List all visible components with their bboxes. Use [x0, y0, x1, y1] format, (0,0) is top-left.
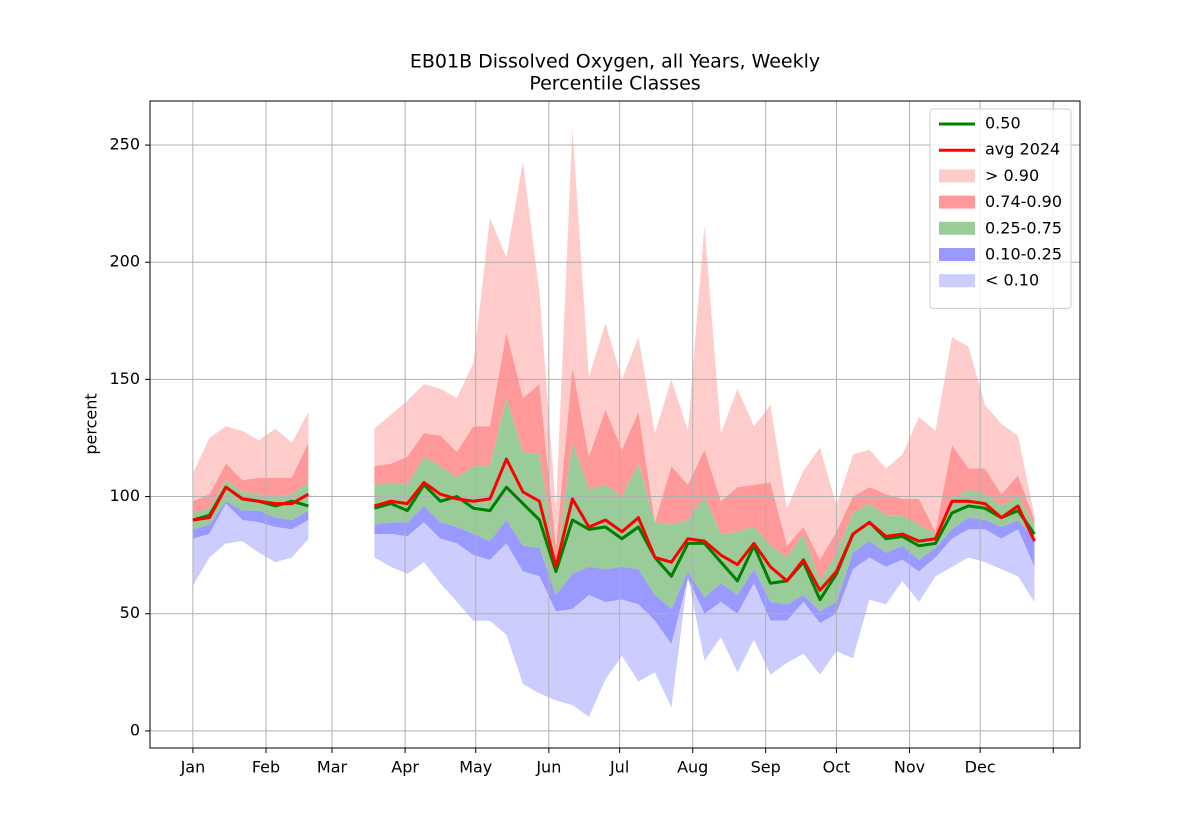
- x-tick-label: Aug: [677, 758, 708, 777]
- legend-label: avg 2024: [985, 140, 1060, 159]
- y-tick-label: 50: [120, 603, 140, 622]
- legend-label: 0.10-0.25: [985, 245, 1062, 264]
- y-axis-label: percent: [82, 393, 101, 454]
- x-tick-label: Dec: [965, 758, 996, 777]
- legend-swatch: [939, 248, 975, 261]
- plot-frame: [149, 100, 1081, 749]
- legend-swatch: [939, 169, 975, 183]
- y-tick-label: 200: [109, 252, 140, 271]
- chart-subtitle: Percentile Classes: [529, 73, 700, 95]
- legend-swatch: [939, 221, 975, 235]
- percentile-band: [192, 398, 1035, 612]
- x-tick-label: Jul: [609, 758, 629, 777]
- x-tick-label: Apr: [391, 758, 419, 777]
- y-tick-label: 100: [109, 486, 140, 505]
- legend-label: > 0.90: [985, 166, 1039, 185]
- x-tick-label: Nov: [894, 758, 925, 777]
- legend-label: 0.74-0.90: [985, 192, 1062, 211]
- x-tick-label: Jan: [180, 758, 206, 777]
- percentile-band: [192, 501, 1035, 645]
- series-line: [192, 457, 1036, 592]
- percentile-band: [192, 128, 1035, 560]
- legend-swatch: [939, 274, 975, 288]
- x-tick-label: Mar: [317, 758, 348, 777]
- y-tick-label: 150: [109, 369, 140, 388]
- x-tick-label: May: [459, 758, 492, 777]
- legend-swatch: [939, 195, 975, 209]
- y-tick-label: 250: [109, 135, 140, 154]
- percentile-band: [192, 503, 1035, 717]
- legend: 0.50 avg 2024 > 0.90 0.74-0.90 0.25-0.75 0.10…: [929, 108, 1072, 309]
- chart-title: EB01B Dissolved Oxygen, all Years, Weekl…: [410, 51, 820, 73]
- percentile-band: [192, 332, 1035, 581]
- legend-label: 0.50: [985, 114, 1021, 133]
- legend-label: < 0.10: [985, 271, 1039, 290]
- x-tick-label: Oct: [823, 758, 851, 777]
- x-tick-label: Jun: [535, 758, 561, 777]
- x-tick-label: Sep: [751, 758, 781, 777]
- x-tick-label: Feb: [252, 758, 280, 777]
- legend-label: 0.25-0.75: [985, 218, 1062, 237]
- y-tick-label: 0: [130, 720, 140, 739]
